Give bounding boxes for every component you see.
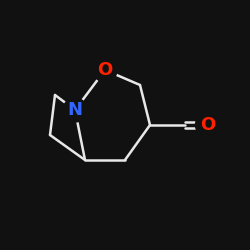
Circle shape (63, 98, 87, 122)
Circle shape (93, 58, 117, 82)
Text: O: O (200, 116, 215, 134)
Text: O: O (98, 61, 112, 79)
Circle shape (196, 113, 220, 137)
Text: N: N (68, 101, 82, 119)
